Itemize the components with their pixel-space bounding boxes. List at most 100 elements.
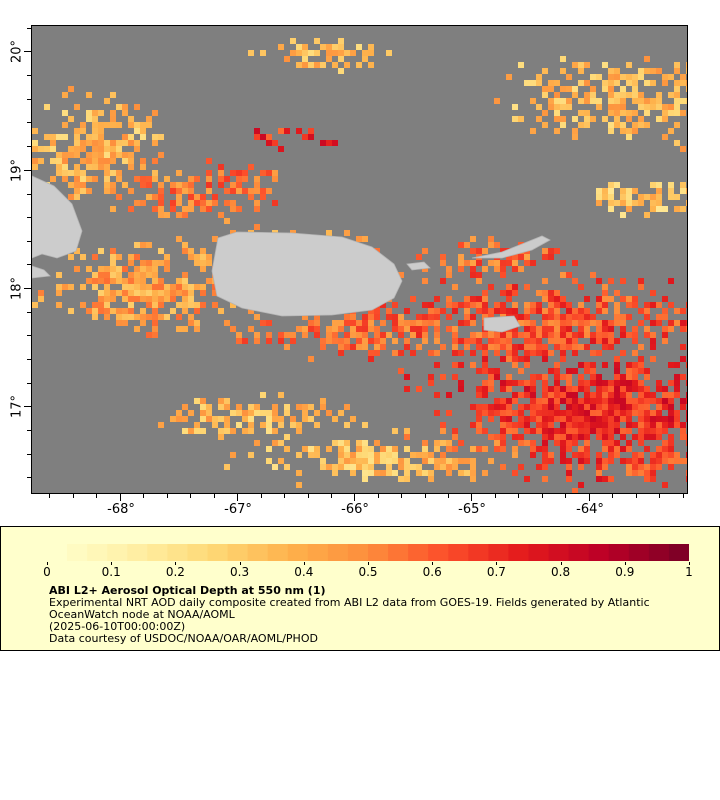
color-scale-step <box>327 544 349 561</box>
lon-tick <box>471 494 472 501</box>
color-scale-step <box>608 544 630 561</box>
color-scale-tick <box>368 562 369 565</box>
color-scale-step <box>568 544 590 561</box>
lon-minor-tick <box>542 494 543 498</box>
lat-minor-tick <box>27 28 31 29</box>
lon-minor-tick <box>96 494 97 498</box>
color-scale-step <box>388 544 409 561</box>
lat-tick <box>24 170 31 171</box>
color-scale-tick <box>624 562 626 565</box>
color-scale-step <box>247 544 269 561</box>
legend-date: (2025-06-10T00:00:00Z) <box>49 620 186 633</box>
lon-minor-tick <box>49 494 50 498</box>
lon-minor-tick <box>378 494 379 498</box>
land-mass <box>32 265 51 279</box>
lat-label: 20° <box>9 39 25 64</box>
color-scale-label: 0.7 <box>486 565 506 579</box>
lat-minor-tick <box>27 335 31 336</box>
legend-credit: Data courtesy of USDOC/NOAA/OAR/AOML/PHO… <box>49 632 318 645</box>
color-scale-label: 0.8 <box>551 565 571 579</box>
lon-minor-tick <box>190 494 191 498</box>
legend-panel: 0 0.1 0.2 0.3 0.4 0.5 0.6 0.7 0.8 0.9 1 ABI L2+ Ae… <box>0 526 720 651</box>
lat-tick <box>24 406 31 407</box>
color-scale-step <box>307 544 329 561</box>
color-scale-label: 0 <box>43 565 51 579</box>
lon-minor-tick <box>167 494 168 498</box>
color-scale-step <box>107 544 128 561</box>
color-scale-step <box>668 544 689 561</box>
color-scale-tick <box>496 562 498 565</box>
lon-minor-tick <box>308 494 309 498</box>
lon-tick <box>237 494 238 501</box>
lat-minor-tick <box>27 430 31 431</box>
color-scale-step <box>167 544 189 561</box>
legend-title: ABI L2+ Aerosol Optical Depth at 550 nm … <box>49 584 326 597</box>
color-scale-bar <box>47 544 689 561</box>
color-scale-label: 0.9 <box>615 565 635 579</box>
lon-minor-tick <box>284 494 285 498</box>
lon-minor-tick <box>425 494 426 498</box>
lat-minor-tick <box>27 194 31 195</box>
lon-minor-tick <box>331 494 332 498</box>
color-scale-step <box>207 544 229 561</box>
lat-label: 19° <box>9 158 25 183</box>
color-scale-tick <box>47 562 48 565</box>
color-scale-step <box>227 544 249 561</box>
land-mass <box>211 231 403 317</box>
color-scale-step <box>648 544 670 561</box>
color-scale-label: 0.1 <box>101 565 121 579</box>
lon-minor-tick <box>143 494 144 498</box>
lat-minor-tick <box>27 217 31 218</box>
color-scale-step <box>548 544 570 561</box>
lat-minor-tick <box>27 241 31 242</box>
color-scale-step <box>368 544 389 561</box>
lat-tick <box>24 288 31 289</box>
color-scale-step <box>428 544 449 561</box>
color-scale-step <box>267 544 289 561</box>
lon-minor-tick <box>401 494 402 498</box>
lat-minor-tick <box>27 75 31 76</box>
legend-description-text: Experimental NRT AOD daily composite cre… <box>49 596 650 621</box>
lon-minor-tick <box>565 494 566 498</box>
land-mass <box>406 261 431 271</box>
lon-tick <box>120 494 121 501</box>
color-scale-step <box>127 544 148 561</box>
color-scale-step <box>408 544 429 561</box>
color-scale-tick <box>689 562 690 565</box>
lon-label: -64° <box>576 502 604 517</box>
lon-tick <box>589 494 590 501</box>
lon-label: -65° <box>458 502 486 517</box>
lat-minor-tick <box>27 99 31 100</box>
color-scale-tick <box>175 562 177 565</box>
lon-tick <box>354 494 355 501</box>
color-scale-step <box>47 544 68 561</box>
lat-label: 17° <box>9 394 25 419</box>
land-mass <box>471 235 551 259</box>
color-scale-label: 0.3 <box>230 565 250 579</box>
color-scale-tick <box>111 562 113 565</box>
color-scale-step <box>528 544 550 561</box>
lat-minor-tick <box>27 122 31 123</box>
map-plot-area <box>31 25 688 494</box>
aod-heatmap <box>32 38 687 493</box>
lat-minor-tick <box>27 477 31 478</box>
color-scale-label: 1 <box>685 565 693 579</box>
legend-description: Experimental NRT AOD daily composite cre… <box>49 597 689 645</box>
lat-minor-tick <box>27 359 31 360</box>
lon-label: -66° <box>341 502 369 517</box>
land-mass <box>32 175 83 259</box>
lon-minor-tick <box>261 494 262 498</box>
lon-minor-tick <box>612 494 613 498</box>
color-scale-step <box>628 544 650 561</box>
color-scale-tick <box>303 562 305 565</box>
color-scale-label: 0.5 <box>358 565 378 579</box>
lon-label: -68° <box>107 502 135 517</box>
lon-minor-tick <box>214 494 215 498</box>
lat-minor-tick <box>27 454 31 455</box>
color-scale-step <box>187 544 209 561</box>
color-scale-step <box>468 544 489 561</box>
lat-label: 18° <box>9 276 25 301</box>
lat-tick <box>24 51 31 52</box>
lon-minor-tick <box>659 494 660 498</box>
lon-minor-tick <box>448 494 449 498</box>
